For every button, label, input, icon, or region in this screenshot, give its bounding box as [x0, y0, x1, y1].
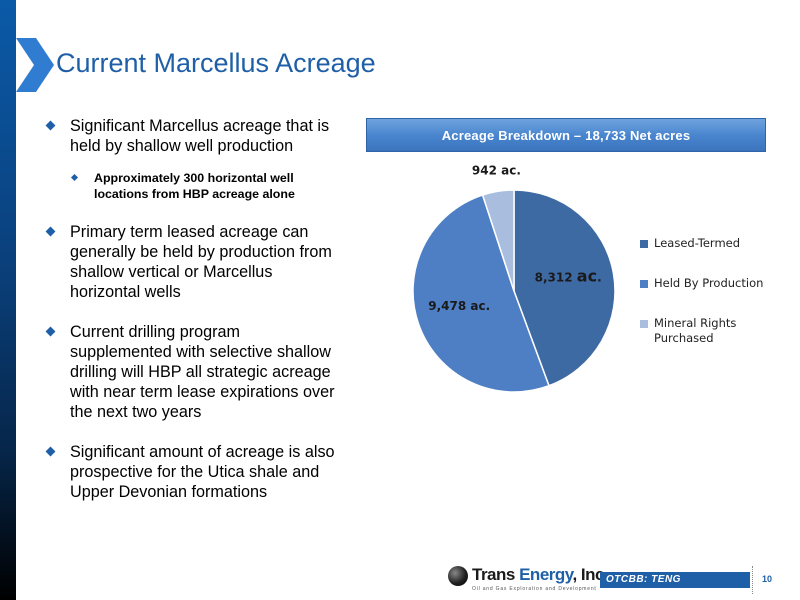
bullet-list: Significant Marcellus acreage that is he… — [44, 116, 344, 502]
diamond-bullet-icon — [45, 226, 56, 237]
chevron-icon — [16, 38, 54, 92]
diamond-bullet-icon — [45, 446, 56, 457]
company-name-part: Trans — [472, 565, 520, 584]
diamond-bullet-icon — [45, 120, 56, 131]
page-number: 10 — [762, 574, 773, 584]
bullet-text: Significant amount of acreage is also pr… — [70, 443, 335, 501]
legend-swatch — [640, 240, 648, 248]
bullet-text: Significant Marcellus acreage that is he… — [70, 117, 330, 155]
company-name-part: , Inc. — [572, 565, 609, 584]
diamond-bullet-icon — [70, 173, 79, 182]
bullet-item: Significant amount of acreage is also pr… — [44, 442, 344, 502]
ticker-bar: OTCBB: TENG — [600, 572, 750, 588]
page-separator — [752, 566, 753, 594]
slice-label-held-by-production: 9,478 ac. — [428, 299, 490, 313]
slice-label-suffix: . — [597, 270, 602, 284]
diamond-bullet-icon — [45, 326, 56, 337]
pie-slice-held-by-production — [412, 194, 550, 393]
chart-title: Acreage Breakdown – 18,733 Net acres — [366, 118, 766, 152]
legend-label: Leased-Termed — [654, 236, 741, 250]
pie-slice-leased-termed — [513, 189, 616, 387]
legend-item: Mineral Rights Purchased — [640, 316, 770, 346]
bullet-text: Current drilling program supplemented wi… — [70, 323, 335, 421]
legend-label: Held By Production — [654, 276, 764, 290]
slice-label-unit: ac — [577, 266, 597, 285]
bullet-item: Primary term leased acreage can generall… — [44, 222, 344, 302]
company-logo: Trans Energy, Inc. Oil and Gas Explorati… — [448, 565, 609, 596]
legend-item: Leased-Termed — [640, 236, 740, 251]
bullet-text: Primary term leased acreage can generall… — [70, 223, 332, 301]
legend-swatch — [640, 280, 648, 288]
slice-label-mineral-rights: 942 ac. — [472, 163, 521, 177]
pie-slice-mineral-rights — [481, 189, 515, 292]
legend-swatch — [640, 320, 648, 328]
sub-bullet-item: Approximately 300 horizontal well locati… — [44, 170, 344, 202]
legend-label: Mineral Rights Purchased — [654, 316, 737, 345]
bullet-item: Current drilling program supplemented wi… — [44, 322, 344, 422]
company-name: Trans Energy, Inc. — [472, 565, 609, 585]
legend-item: Held By Production — [640, 276, 763, 291]
company-name-part: Energy — [519, 565, 573, 584]
bullet-item: Significant Marcellus acreage that is he… — [44, 116, 344, 156]
slice-label-value: 8,312 — [535, 270, 577, 284]
logo-ball-icon — [448, 566, 468, 586]
sub-bullet-text: Approximately 300 horizontal well locati… — [94, 171, 295, 201]
page-title: Current Marcellus Acreage — [56, 48, 376, 78]
left-accent-band — [0, 0, 16, 600]
slice-label-leased-termed: 8,312 ac. — [535, 266, 602, 285]
company-tagline: Oil and Gas Exploration and Development — [472, 586, 597, 592]
